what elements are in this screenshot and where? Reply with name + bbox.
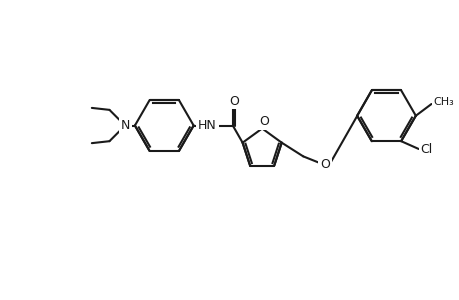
Text: O: O <box>258 115 269 128</box>
Text: CH₃: CH₃ <box>432 97 453 107</box>
Text: O: O <box>228 94 238 108</box>
Text: O: O <box>319 158 329 171</box>
Text: Cl: Cl <box>420 143 432 157</box>
Text: N: N <box>120 119 129 132</box>
Text: HN: HN <box>197 119 216 132</box>
